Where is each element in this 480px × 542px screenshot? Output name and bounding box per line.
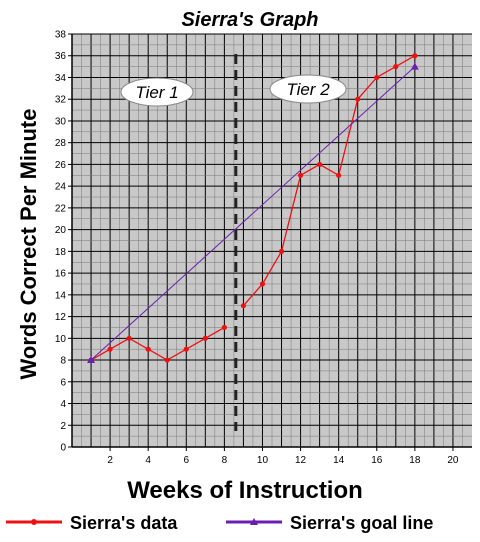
data-point xyxy=(164,357,170,363)
tier-1-text: Tier 1 xyxy=(135,83,178,102)
x-tick-label: 8 xyxy=(222,455,228,466)
legend-item-goal: Sierra's goal line xyxy=(226,513,433,533)
data-point xyxy=(240,303,247,309)
y-tick-label: 24 xyxy=(55,182,67,193)
legend-label-data: Sierra's data xyxy=(70,513,178,533)
series-line xyxy=(242,55,416,307)
data-point xyxy=(107,346,113,352)
x-tick-label: 2 xyxy=(107,455,113,466)
x-tick-label: 20 xyxy=(447,455,459,466)
series-goal-line xyxy=(87,62,419,364)
data-point xyxy=(336,172,342,178)
x-axis-label: Weeks of Instruction xyxy=(127,477,363,504)
tier-2-label: Tier 2 xyxy=(269,74,347,104)
y-tick-label: 22 xyxy=(55,203,67,214)
goal-point xyxy=(410,62,419,70)
legend-marker-data xyxy=(31,519,37,525)
legend: Sierra's data Sierra's goal line xyxy=(6,513,433,533)
y-tick-label: 32 xyxy=(55,95,67,106)
series-sierras-data xyxy=(88,53,418,363)
data-point xyxy=(278,248,285,254)
axes xyxy=(71,34,472,448)
y-tick-label: 18 xyxy=(55,247,67,258)
y-tick-label: 0 xyxy=(60,443,66,454)
y-tick-label: 10 xyxy=(55,334,67,345)
y-tick-label: 8 xyxy=(60,356,66,367)
y-tick-label: 30 xyxy=(55,116,67,127)
data-point xyxy=(221,324,227,331)
x-tick-label: 12 xyxy=(295,455,307,466)
y-tick-label: 4 xyxy=(60,399,66,410)
data-point xyxy=(412,53,418,59)
data-point xyxy=(355,96,361,102)
y-tick-label: 36 xyxy=(55,51,67,62)
tier-1-label: Tier 1 xyxy=(120,77,194,107)
data-point xyxy=(202,335,208,341)
x-tick-label: 4 xyxy=(145,455,151,466)
x-tick-label: 16 xyxy=(371,455,383,466)
tier-2-text: Tier 2 xyxy=(286,80,330,99)
data-point xyxy=(183,346,189,352)
y-tick-label: 34 xyxy=(55,73,67,84)
series-line xyxy=(90,66,416,361)
y-tick-label: 20 xyxy=(55,225,67,236)
chart-title: Sierra's Graph xyxy=(181,9,318,31)
y-tick-label: 2 xyxy=(60,421,66,432)
y-tick-label: 28 xyxy=(55,138,67,149)
y-tick-label: 26 xyxy=(55,160,67,171)
y-tick-label: 6 xyxy=(60,377,66,388)
data-point xyxy=(317,161,323,168)
y-axis-label: Words Correct Per Minute xyxy=(16,109,41,380)
y-tick-label: 16 xyxy=(55,269,67,280)
data-point xyxy=(297,172,304,178)
data-point xyxy=(126,335,132,341)
legend-item-data: Sierra's data xyxy=(6,513,178,533)
data-point xyxy=(393,64,399,70)
series-layer xyxy=(87,53,419,364)
data-point xyxy=(259,281,266,287)
y-tick-label: 12 xyxy=(55,312,67,323)
x-tick-label: 14 xyxy=(333,455,345,466)
data-point xyxy=(145,346,151,352)
x-tick-label: 6 xyxy=(184,455,190,466)
y-tick-label: 38 xyxy=(55,30,67,41)
goal-point xyxy=(87,356,96,364)
legend-label-goal: Sierra's goal line xyxy=(290,513,433,533)
x-tick-label: 10 xyxy=(257,455,269,466)
x-axis-ticks: 2 4 6 8 10 12 14 16 18 20 xyxy=(107,447,459,466)
y-tick-label: 14 xyxy=(55,290,67,301)
series-line xyxy=(90,326,225,361)
data-point xyxy=(374,74,380,81)
x-tick-label: 18 xyxy=(409,455,421,466)
legend-marker-goal xyxy=(250,518,258,525)
